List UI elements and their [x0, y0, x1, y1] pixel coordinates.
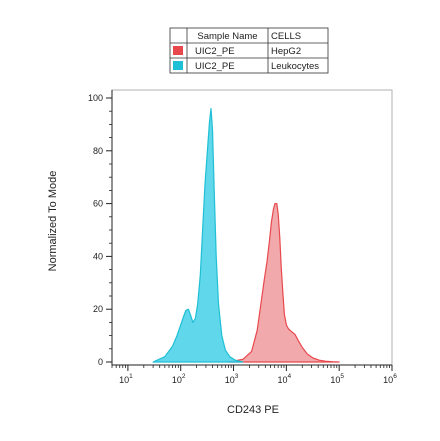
- x-tick-label: 101: [119, 373, 133, 385]
- y-tick-label: 80: [93, 146, 103, 156]
- x-tick-label: 102: [172, 373, 186, 385]
- legend-cells: Leukocytes: [271, 61, 319, 72]
- legend-swatch: [173, 46, 183, 55]
- y-tick-label: 20: [93, 304, 103, 314]
- y-tick-label: 0: [98, 357, 103, 367]
- legend-sample-name: UIC2_PE: [195, 46, 235, 57]
- legend-cells: HepG2: [271, 46, 301, 57]
- x-tick-label: 105: [330, 373, 344, 385]
- legend-swatch: [173, 61, 183, 70]
- legend: Sample Name CELLS UIC2_PE HepG2 UIC2_PE Leuko…: [169, 27, 329, 74]
- x-tick-label: 103: [225, 373, 239, 385]
- plot-area: [152, 108, 340, 363]
- series-area-1: [227, 203, 340, 363]
- legend-box: [169, 27, 329, 74]
- x-axis-title: CD243 PE: [227, 404, 279, 416]
- x-tick-label: 106: [383, 373, 397, 385]
- legend-header-sample: Sample Name: [197, 31, 257, 42]
- y-tick-label: 100: [88, 93, 103, 103]
- series-area-2: [152, 108, 244, 363]
- y-tick-label: 60: [93, 199, 103, 209]
- plot-frame: [111, 89, 393, 366]
- x-tick-label: 104: [278, 373, 292, 385]
- legend-sample-name: UIC2_PE: [195, 61, 235, 72]
- y-tick-label: 40: [93, 251, 103, 261]
- y-axis-title: Normalized To Mode: [47, 171, 59, 272]
- axes: 0 20 40 60 80 100 101 102 103 104 105 106: [88, 89, 397, 385]
- legend-header-cells: CELLS: [271, 31, 301, 42]
